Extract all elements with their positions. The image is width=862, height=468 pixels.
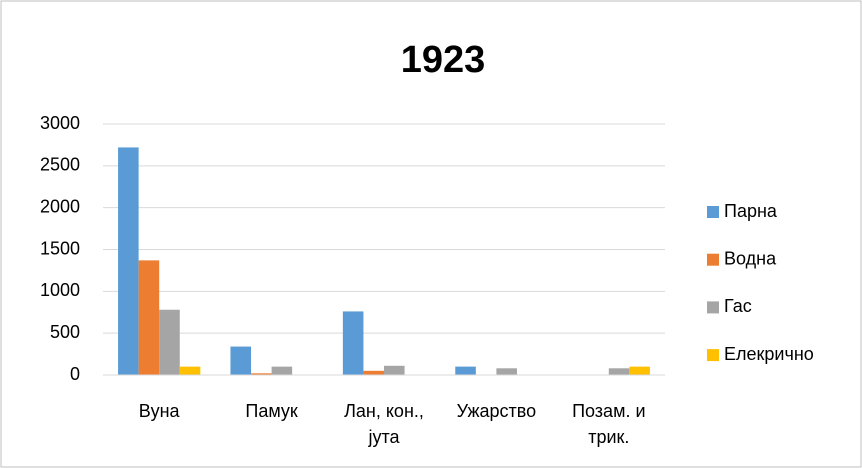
legend-label: Парна — [724, 201, 778, 221]
bar — [455, 366, 476, 375]
x-tick-label: Памук — [245, 401, 298, 421]
bar — [179, 366, 201, 375]
bar — [118, 147, 139, 375]
y-tick-label: 500 — [50, 322, 80, 342]
bar — [342, 311, 364, 375]
bar — [384, 365, 405, 375]
y-tick-label: 2000 — [40, 196, 80, 216]
y-tick-label: 0 — [70, 364, 80, 384]
y-tick-label: 1000 — [40, 280, 80, 300]
bar — [251, 373, 272, 375]
bar — [159, 309, 180, 375]
bar — [138, 260, 160, 375]
x-tick-label: Лан, кон., јута — [344, 401, 424, 447]
bar — [608, 368, 630, 375]
y-tick-label: 1500 — [40, 238, 80, 258]
x-tick-label: Вуна — [138, 401, 180, 421]
legend-label: Гас — [724, 296, 752, 316]
bar — [629, 366, 650, 375]
legend-label: Водна — [724, 248, 777, 268]
bar — [496, 368, 517, 375]
bar — [363, 370, 384, 375]
x-tick-label: Ужарство — [456, 401, 537, 421]
legend-label: Елекрично — [724, 344, 814, 364]
chart-title: 1923 — [401, 39, 486, 81]
bar — [271, 366, 293, 375]
y-tick-label: 2500 — [40, 155, 80, 175]
legend-swatch — [707, 349, 719, 362]
y-tick-label: 3000 — [40, 113, 80, 133]
bar — [230, 346, 252, 375]
legend-swatch — [707, 301, 719, 314]
x-tick-label: Позам. и трик. — [572, 401, 646, 447]
legend-swatch — [707, 206, 719, 218]
legend-swatch — [707, 253, 719, 266]
